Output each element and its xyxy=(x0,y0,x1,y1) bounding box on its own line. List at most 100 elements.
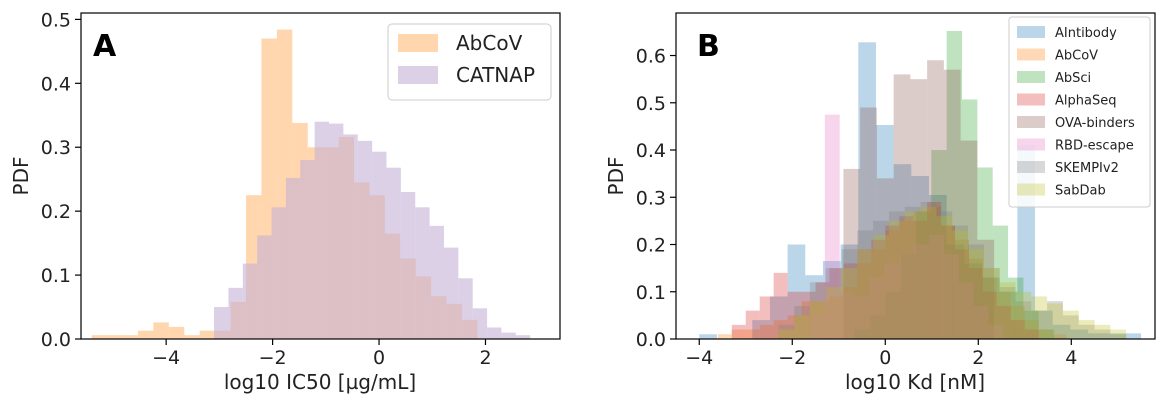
panel-b-bar-s3-b4 xyxy=(787,291,802,339)
panel-a-ytick-label-2: 0.2 xyxy=(41,201,71,223)
panel-b-bar-s5-b5 xyxy=(884,263,900,339)
panel-b-frame xyxy=(675,12,1156,340)
panel-a-ylabel: PDF xyxy=(9,157,33,196)
panel-a-ytick-label-1: 0.1 xyxy=(41,265,71,287)
panel-a-legend-label-0: AbCoV xyxy=(456,31,523,55)
panel-b-legend-label-7: SabDab xyxy=(1055,184,1106,199)
panel-b-bar-s0-b6 xyxy=(840,244,859,339)
panel-b-bar-s5-b9 xyxy=(943,253,959,339)
panel-a-xtick-label-1: −2 xyxy=(259,347,287,369)
panel-b-legend-swatch-6 xyxy=(1017,161,1045,173)
panel-b-bar-s2-b0 xyxy=(854,329,870,339)
panel-b-bar-s6-b16 xyxy=(1031,310,1048,339)
panel-b-bar-s5-b0 xyxy=(809,315,825,339)
panel-b-bar-s2-b11 xyxy=(1023,310,1039,339)
panel-b-bar-s0-b22 xyxy=(1123,333,1142,339)
panel-b-bar-s1-b15 xyxy=(927,206,942,339)
panel-a-bar-s0-b7 xyxy=(199,330,216,339)
panel-b-bar-s3-b19 xyxy=(996,305,1011,339)
panel-a-ytick-label-0: 0.0 xyxy=(41,329,71,351)
panel-b-bar-s6-b10 xyxy=(936,211,953,339)
panel-b-legend-label-2: AbSci xyxy=(1055,71,1091,86)
panel-b-bar-s7-b14 xyxy=(999,282,1016,339)
panel-b-bar-s6-b20 xyxy=(1094,329,1111,339)
panel-b-bar-s3-b17 xyxy=(968,268,983,339)
panel-b-bar-s1-b1 xyxy=(731,329,746,339)
panel-b-legend-swatch-3 xyxy=(1017,93,1045,106)
panel-b-bar-s3-b3 xyxy=(773,272,788,339)
panel-b-bar-s7-b12 xyxy=(968,249,984,339)
panel-b-bar-s1-b19 xyxy=(982,277,997,339)
panel-b-bar-s6-b18 xyxy=(1062,315,1079,339)
panel-b-legend-swatch-0 xyxy=(1017,26,1045,38)
panel-a-legend-swatch-0 xyxy=(398,34,438,52)
panel-a-bar-s0-b5 xyxy=(168,326,185,339)
panel-b-bar-s3-b15 xyxy=(941,225,956,339)
panel-b-bar-s7-b7 xyxy=(888,220,905,339)
panel-b-bar-s0-b12 xyxy=(946,244,965,339)
panel-b-bar-s5-b2 xyxy=(839,291,855,339)
panel-b-bar-s7-b21 xyxy=(1110,329,1127,339)
panel-a-bar-s1-b8 xyxy=(329,123,344,339)
panel-a-bar-s1-b10 xyxy=(357,140,373,339)
panel-b-bar-s2-b6 xyxy=(946,30,963,339)
panel-b-bar-s3-b6 xyxy=(815,282,830,339)
panel-b-bar-s1-b4 xyxy=(773,320,788,339)
panel-b-bar-s2-b10 xyxy=(1008,277,1024,339)
panel-b-xtick-label-4: 4 xyxy=(1065,347,1077,369)
panel-b-bar-s0-b10 xyxy=(911,176,929,339)
panel-a-ytick-label-3: 0.3 xyxy=(41,137,71,159)
panel-b-bar-s6-b21 xyxy=(1110,334,1127,339)
panel-a-bar-s1-b1 xyxy=(228,287,243,339)
panel-b-yticks: 0.0 0.1 0.2 0.3 0.4 0.5 0.6 xyxy=(636,46,676,351)
panel-b-bar-s2-b5 xyxy=(931,150,947,339)
panel-b-legend-label-5: RBD-escape xyxy=(1055,139,1134,154)
panel-a-xlabel: log10 IC50 [µg/mL] xyxy=(224,370,416,394)
panel-b-xlabel: log10 Kd [nM] xyxy=(845,370,985,394)
panel-b-bar-s0-b0 xyxy=(699,334,717,339)
panel-b-bar-s2-b3 xyxy=(900,253,916,339)
panel-a-xticks: −4 −2 0 2 xyxy=(152,339,492,369)
panel-b-bar-s1-b5 xyxy=(787,315,802,339)
panel-a-bar-s1-b0 xyxy=(214,307,229,339)
panel-b-bar-s1-b10 xyxy=(857,263,872,339)
panel-a-xtick-label-2: 0 xyxy=(373,347,385,369)
panel-b-legend-label-3: AlphaSeq xyxy=(1055,94,1116,109)
panel-a-xtick-label-3: 2 xyxy=(479,347,491,369)
panel-b-bar-s7-b0 xyxy=(778,329,795,339)
panel-a-bar-s1-b9 xyxy=(343,134,358,339)
panel-b-bars xyxy=(699,30,1142,340)
panel-b-bar-s6-b0 xyxy=(778,324,795,339)
panel-b-legend-swatch-7 xyxy=(1017,183,1045,196)
panel-b-bar-s2-b8 xyxy=(977,167,993,339)
panel-b-bar-s4-b2 xyxy=(876,178,894,339)
panel-b-bar-s4-b7 xyxy=(960,140,978,339)
panel-b-bar-s0-b14 xyxy=(982,277,1000,339)
panel-b-bar-s3-b21 xyxy=(1024,329,1039,339)
panel-a-bar-s1-b6 xyxy=(300,160,315,339)
panel-b-bar-s1-b3 xyxy=(759,324,774,339)
panel-b-ytick-label-2: 0.2 xyxy=(636,235,666,257)
panel-b-ytick-label-1: 0.1 xyxy=(636,282,666,304)
panel-b-bar-s3-b12 xyxy=(899,216,914,339)
panel-b-xtick-label-0: −4 xyxy=(685,347,713,369)
panel-a-bar-s1-b16 xyxy=(443,247,459,339)
panel-a-bar-s1-b2 xyxy=(242,263,258,339)
panel-a-bar-s1-b21 xyxy=(515,335,531,339)
panel-b-bar-s2-b9 xyxy=(992,225,1009,339)
panel-b-bar-s3-b0 xyxy=(731,324,746,339)
panel-b-xtick-label-3: 2 xyxy=(972,347,984,369)
panel-b-bar-s7-b8 xyxy=(904,211,921,339)
panel-a-ytick-label-4: 0.4 xyxy=(41,73,71,95)
panel-b-bar-s2-b4 xyxy=(915,211,932,339)
panel-b-bar-s6-b13 xyxy=(983,268,1000,339)
panel-b-bar-s3-b5 xyxy=(801,291,816,339)
panel-b-bar-s3-b14 xyxy=(927,201,942,339)
panel-b-bar-s6-b12 xyxy=(968,244,984,339)
panel-a-bar-s1-b3 xyxy=(257,235,272,339)
panel-b-bar-s7-b4 xyxy=(841,268,858,339)
panel-b-bar-s5-b11 xyxy=(973,305,989,339)
panel-b-bar-s1-b0 xyxy=(717,334,732,339)
panel-b-ylabel: PDF xyxy=(604,157,628,196)
panel-b-bar-s1-b6 xyxy=(801,301,816,339)
